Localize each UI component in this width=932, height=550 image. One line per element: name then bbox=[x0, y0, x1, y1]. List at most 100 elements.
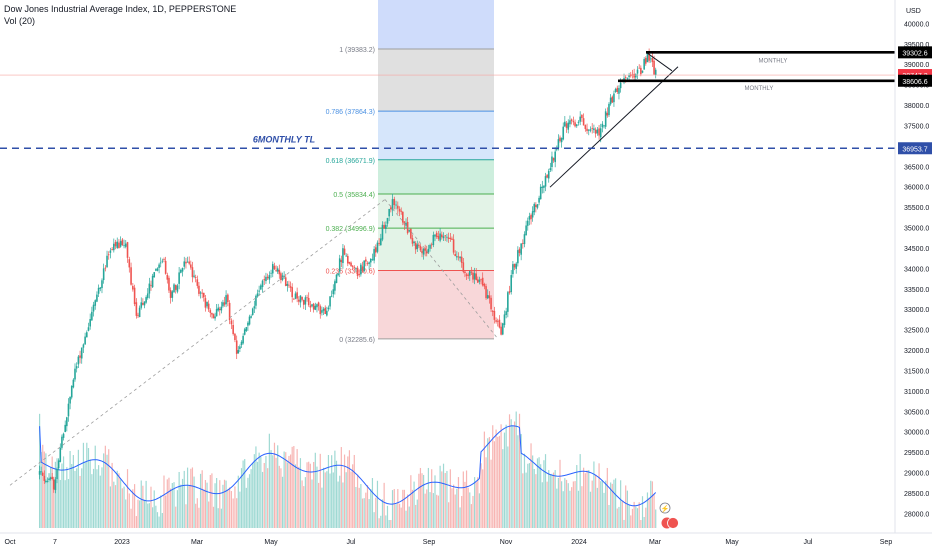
volume-bar bbox=[173, 482, 175, 528]
candle-body bbox=[260, 285, 262, 290]
fib-band-top bbox=[378, 0, 494, 50]
volume-bar bbox=[434, 475, 436, 528]
candle-body bbox=[525, 225, 527, 236]
candle-body bbox=[150, 285, 152, 286]
volume-bar bbox=[462, 471, 464, 528]
candle-body bbox=[104, 267, 107, 269]
volume-bar bbox=[298, 466, 300, 528]
candle-body bbox=[598, 128, 600, 136]
candle-body bbox=[544, 176, 547, 187]
volume-bar bbox=[472, 495, 474, 528]
volume-bar bbox=[204, 480, 207, 528]
volume-bar bbox=[135, 516, 137, 528]
candle-body bbox=[520, 243, 522, 255]
candle-body bbox=[198, 285, 200, 294]
y-tick-label: 35000.0 bbox=[904, 226, 929, 233]
volume-bar bbox=[522, 473, 524, 528]
volume-bar bbox=[608, 505, 610, 528]
candle-body bbox=[51, 476, 53, 480]
candle-body bbox=[265, 276, 267, 282]
candle-body bbox=[335, 274, 338, 284]
volume-bar bbox=[361, 498, 364, 528]
volume-bar bbox=[51, 456, 53, 528]
candle-body bbox=[186, 261, 189, 263]
volume-bar bbox=[613, 479, 615, 528]
volume-bar bbox=[370, 489, 372, 528]
candle-body bbox=[581, 114, 583, 119]
candle-body bbox=[255, 295, 257, 306]
volume-bar bbox=[50, 466, 52, 528]
volume-bar bbox=[574, 481, 576, 528]
volume-bar bbox=[313, 461, 315, 528]
candle-body bbox=[140, 302, 143, 308]
volume-bar bbox=[483, 431, 485, 528]
candle-body bbox=[178, 272, 180, 284]
candle-body bbox=[467, 274, 469, 276]
candle-body bbox=[321, 310, 323, 313]
volume-bar bbox=[286, 462, 288, 528]
candle-body bbox=[161, 260, 164, 262]
candle-body bbox=[604, 111, 607, 127]
volume-bar bbox=[589, 491, 592, 528]
volume-bar bbox=[510, 419, 512, 528]
candle-body bbox=[418, 244, 420, 246]
event-flash-icon bbox=[659, 502, 671, 514]
candle-body bbox=[485, 286, 487, 299]
candle-body bbox=[651, 58, 654, 62]
candle-body bbox=[435, 232, 438, 237]
volume-bar bbox=[648, 497, 650, 528]
volume-bar bbox=[439, 465, 441, 528]
volume-bar bbox=[544, 454, 547, 528]
volume-bar bbox=[258, 452, 260, 528]
volume-bar bbox=[285, 452, 287, 528]
candle-body bbox=[126, 242, 129, 258]
drawings[interactable]: 6MONTHLY TL MONTHLY MONTHLY ⚡ bbox=[0, 51, 895, 529]
candle-body bbox=[361, 266, 364, 271]
candle-body bbox=[263, 279, 266, 281]
candle-body bbox=[402, 211, 404, 223]
fibonacci-retracement[interactable]: 1 (39383.2) 0.786 (37864.3) 0.618 (36671.9… bbox=[326, 0, 494, 344]
candle-body bbox=[343, 248, 346, 255]
candle-body bbox=[43, 475, 46, 481]
candle-body bbox=[422, 248, 425, 255]
volume-bar bbox=[492, 425, 494, 528]
volume-bar bbox=[410, 475, 412, 528]
monthly-low-tag-text: 38606.6 bbox=[902, 79, 927, 86]
volume-bar bbox=[626, 490, 628, 528]
candle-body bbox=[648, 51, 650, 61]
candle-body bbox=[496, 320, 499, 322]
volume-bar bbox=[326, 471, 328, 528]
candle-body bbox=[261, 280, 264, 288]
candle-body bbox=[508, 291, 511, 293]
volume-bar bbox=[183, 470, 185, 528]
volume-bar bbox=[579, 454, 581, 528]
fib-level-label: 0 (32285.6) bbox=[339, 337, 375, 344]
fib-band bbox=[378, 270, 494, 339]
candle-body bbox=[452, 239, 455, 253]
candle-body bbox=[306, 297, 308, 299]
y-tick-label: 31500.0 bbox=[904, 368, 929, 375]
volume-bar bbox=[421, 473, 423, 528]
volume-bar bbox=[373, 512, 375, 528]
volume-bar bbox=[168, 477, 170, 528]
volume-bar bbox=[371, 478, 374, 528]
candle-body bbox=[166, 274, 169, 280]
volume-bar bbox=[318, 482, 320, 528]
volume-bar bbox=[621, 501, 623, 528]
volume-bar bbox=[77, 449, 79, 528]
volume-bar bbox=[245, 487, 247, 528]
candle-body bbox=[266, 276, 269, 279]
volume-bar bbox=[329, 473, 331, 528]
candle-body bbox=[286, 283, 289, 286]
volume-bar bbox=[422, 474, 425, 528]
volume-bar bbox=[206, 482, 208, 528]
candle-body bbox=[294, 293, 297, 299]
candle-body bbox=[421, 250, 423, 254]
volume-bar bbox=[54, 461, 56, 528]
candle-body bbox=[513, 263, 516, 268]
volume-bar bbox=[606, 467, 608, 528]
candle-body bbox=[569, 120, 571, 125]
volume-bar bbox=[188, 485, 190, 528]
